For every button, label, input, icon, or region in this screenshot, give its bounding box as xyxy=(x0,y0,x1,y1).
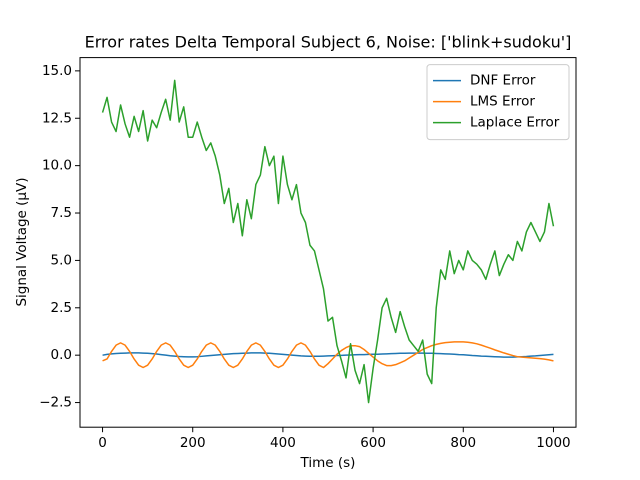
plot-frame xyxy=(79,57,577,428)
y-tick-label: 15.0 xyxy=(42,63,72,79)
x-tick-label: 600 xyxy=(360,435,386,451)
x-tick-label: 200 xyxy=(180,435,206,451)
legend-label: DNF Error xyxy=(470,73,536,89)
series-line xyxy=(102,341,554,369)
x-axis-label: Time (s) xyxy=(300,455,356,471)
y-tick-label: 0.0 xyxy=(51,347,72,363)
x-tick-label: 1000 xyxy=(536,435,570,451)
y-tick-label: 7.5 xyxy=(51,205,72,221)
legend-label: LMS Error xyxy=(470,94,535,110)
x-tick-label: 800 xyxy=(450,435,476,451)
x-tick-label: 0 xyxy=(98,435,107,451)
legend-box xyxy=(426,64,570,141)
x-tick-label: 400 xyxy=(270,435,296,451)
y-tick-label: −2.5 xyxy=(39,395,72,411)
y-axis-label: Signal Voltage (μV) xyxy=(14,177,30,306)
y-tick-label: 10.0 xyxy=(42,158,72,174)
y-tick-label: 5.0 xyxy=(51,252,72,268)
y-tick-label: 12.5 xyxy=(42,110,72,126)
legend-label: Laplace Error xyxy=(470,115,560,131)
chart-title: Error rates Delta Temporal Subject 6, No… xyxy=(85,33,572,52)
series-line xyxy=(101,79,555,404)
y-tick-label: 2.5 xyxy=(51,300,72,316)
